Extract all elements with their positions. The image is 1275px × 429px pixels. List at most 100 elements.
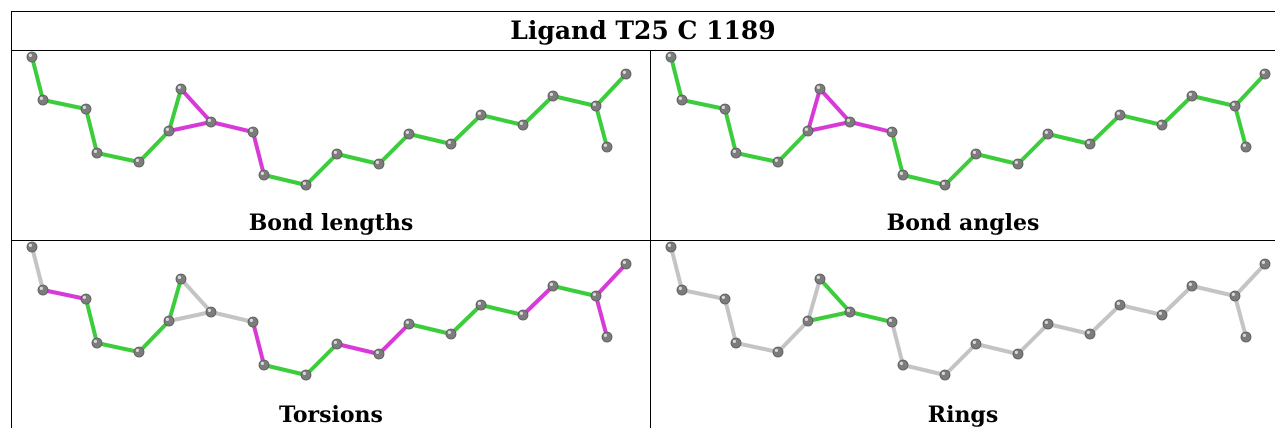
bond-fail [209,120,255,134]
atom [175,273,187,285]
atom [772,156,784,168]
bond-pass [1016,132,1050,166]
atom [719,293,731,305]
atom [1114,109,1126,121]
bond-pass [818,277,852,314]
bond-neutral [1046,322,1092,336]
atom-highlight [249,318,253,322]
bond-neutral [723,297,738,345]
atom-highlight [774,158,778,162]
atom [331,148,343,160]
atom-highlight [732,339,736,343]
bond-pass [407,132,453,146]
bond-pass [95,341,141,354]
atom [730,147,742,159]
table-divider-title [11,50,1275,51]
atom [205,116,217,128]
atom [1229,100,1241,112]
bond-pass [943,152,978,187]
atom-highlight [622,70,627,74]
bond-neutral [1088,303,1122,336]
bond-fail [41,288,88,301]
bond-fail [594,262,628,298]
bond-fail [335,342,381,356]
atom [802,125,814,137]
bond-neutral [680,288,727,301]
bond-pass [304,342,339,377]
bond-pass [304,152,339,187]
bond-pass [407,322,453,336]
bond-pass [449,303,483,336]
atom [247,126,259,138]
bond-pass [594,72,628,108]
panel-rings: Rings [651,241,1275,428]
atom-highlight [1014,350,1018,354]
bond-neutral [806,277,822,323]
atom [331,338,343,350]
bond-pass [137,129,171,164]
bond-pass [776,129,810,164]
atom [620,258,632,270]
molecule-diagram [26,241,632,381]
atom [719,103,731,115]
bond-fail [521,284,555,317]
atom [91,337,103,349]
bond-pass [734,151,780,164]
atom [1156,309,1168,321]
table-border-top [11,11,1275,12]
atom [939,179,951,191]
bond-pass [262,363,308,377]
atom [601,141,613,153]
atom [247,316,259,328]
atom-highlight [82,295,86,299]
atom-highlight [93,149,97,153]
atom-highlight [846,308,850,312]
atom-highlight [260,171,264,175]
atom [1240,331,1252,343]
atom [26,51,38,63]
atom [1259,258,1271,270]
atom-highlight [667,243,671,247]
bond-pass [30,55,45,102]
bond-neutral [1233,262,1267,298]
atom [445,138,457,150]
atom-highlight [207,308,211,312]
atom-highlight [1188,282,1192,286]
bond-pass [84,107,99,155]
bond-pass [41,98,88,111]
bond-pass [901,173,947,187]
atom-highlight [1044,130,1048,134]
atom-highlight [888,318,892,322]
atom-highlight [1158,311,1162,315]
atom-highlight [82,105,86,109]
atom [475,299,487,311]
atom [970,148,982,160]
bond-neutral [1233,294,1248,339]
atom-highlight [249,128,253,132]
panel-caption: Bond angles [886,210,1040,236]
bond-neutral [734,341,780,354]
bond-pass [262,173,308,187]
atom-highlight [135,158,139,162]
bond-pass [974,152,1020,166]
atom [814,273,826,285]
bond-pass [167,87,183,133]
bond-pass [449,113,483,146]
bond-pass [479,303,525,317]
atom-highlight [1044,320,1048,324]
atom-highlight [165,317,169,321]
atom-highlight [941,371,945,375]
atom-highlight [1242,333,1246,337]
bond-fail [251,130,266,177]
bond-pass [377,132,411,166]
atom [300,369,312,381]
atom [26,241,38,253]
atom-highlight [592,102,597,106]
bond-neutral [776,319,810,354]
atom-highlight [519,311,523,315]
atom [939,369,951,381]
atom-highlight [678,96,682,100]
atom-highlight [1116,301,1120,305]
atom-highlight [302,371,306,375]
atom-highlight [816,275,820,279]
